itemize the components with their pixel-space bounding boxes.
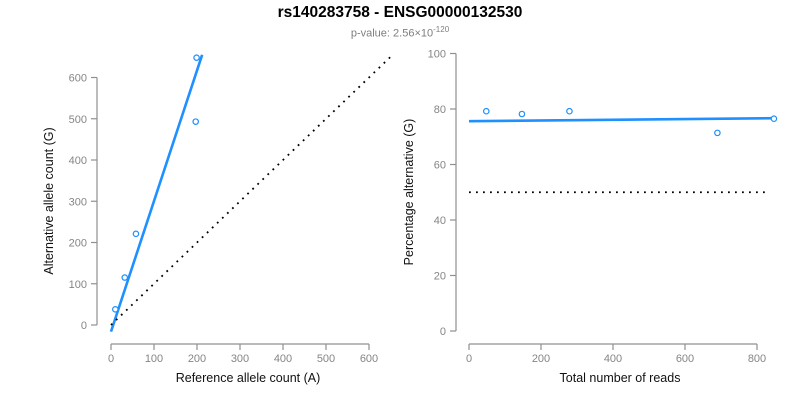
page-title: rs140283758 - ENSG00000132530	[277, 4, 523, 21]
x-axis-title: Total number of reads	[560, 371, 681, 385]
x-tick-label: 0	[108, 353, 114, 365]
p-value-exponent: -120	[433, 25, 450, 34]
data-point	[482, 107, 490, 115]
x-tick-label: 600	[676, 353, 694, 365]
x-tick-label: 400	[604, 353, 622, 365]
y-tick-label: 100	[428, 49, 446, 61]
data-point	[121, 274, 129, 281]
y-axis-title: Percentage alternative (G)	[402, 119, 416, 266]
y-tick-label: 20	[434, 271, 446, 283]
data-point	[566, 107, 573, 115]
data-point	[132, 230, 140, 238]
x-tick-label: 300	[231, 353, 249, 365]
fit-line	[468, 116, 774, 123]
y-tick-label: 500	[69, 114, 87, 126]
y-tick-label: 60	[434, 160, 446, 172]
x-axis-title: Reference allele count (A)	[176, 371, 321, 385]
y-tick-label: 100	[69, 279, 87, 291]
y-tick-label: 0	[81, 320, 87, 332]
y-axis-title: Alternative allele count (G)	[42, 127, 56, 274]
x-tick-label: 200	[532, 353, 550, 365]
p-value-subtitle: p-value: 2.56×10-120	[0, 25, 800, 40]
x-tick-label: 500	[317, 353, 335, 365]
y-tick-label: 400	[69, 155, 87, 167]
data-point	[112, 306, 119, 313]
right-scatter-panel: 0 200 400 600 800 0 20 40 60 80 100 Total number of…	[402, 49, 778, 385]
data-point	[770, 115, 778, 123]
identity-line	[110, 56, 392, 326]
x-tick-label: 600	[360, 353, 378, 365]
y-tick-label: 300	[69, 196, 87, 208]
y-tick-label: 40	[434, 215, 446, 227]
data-point	[714, 129, 721, 137]
fit-line	[109, 54, 204, 333]
y-tick-label: 600	[69, 73, 87, 85]
left-scatter-panel: 0 100 200 300 400 500 600 0 100 200 300 400 500 600 Re…	[42, 54, 392, 385]
x-tick-label: 0	[466, 353, 472, 365]
data-point	[518, 110, 526, 118]
x-tick-label: 400	[274, 353, 292, 365]
x-tick-label: 200	[188, 353, 206, 365]
data-point	[192, 118, 200, 125]
data-point	[193, 54, 200, 62]
p-value-mantissa: 2.56×10	[393, 27, 434, 40]
y-tick-label: 0	[440, 326, 446, 338]
x-tick-label: 800	[748, 353, 766, 365]
y-tick-label: 200	[69, 238, 87, 250]
x-tick-label: 100	[145, 353, 163, 365]
y-tick-label: 80	[434, 104, 446, 116]
p-value-label: p-value:	[350, 27, 394, 40]
